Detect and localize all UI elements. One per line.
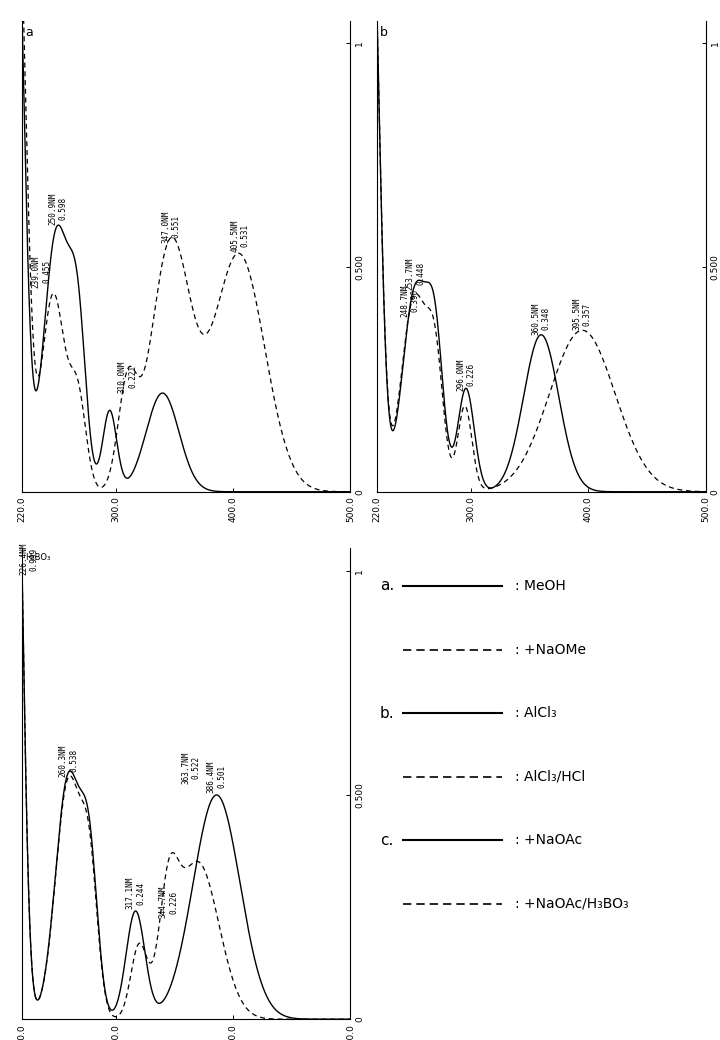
Text: : +NaOAc: : +NaOAc bbox=[515, 833, 582, 848]
Text: 363.7NM
0.522: 363.7NM 0.522 bbox=[181, 751, 200, 784]
Text: 250.9NM
0.598: 250.9NM 0.598 bbox=[48, 192, 68, 225]
Text: 310.0NM
0.221: 310.0NM 0.221 bbox=[117, 361, 137, 393]
Text: a.: a. bbox=[380, 578, 395, 594]
Text: : +NaOMe: : +NaOMe bbox=[515, 643, 586, 656]
Text: c.: c. bbox=[380, 833, 393, 848]
Text: : MeOH: : MeOH bbox=[515, 579, 566, 593]
Text: 347.0NM
0.551: 347.0NM 0.551 bbox=[161, 210, 181, 242]
Text: 226.4NM
0.999: 226.4NM 0.999 bbox=[19, 543, 38, 575]
Text: 317.1NM
0.244: 317.1NM 0.244 bbox=[126, 877, 145, 909]
Text: H₃BO₃: H₃BO₃ bbox=[25, 553, 50, 562]
Text: 386.4NM
0.501: 386.4NM 0.501 bbox=[207, 760, 226, 792]
Text: : +NaOAc/H₃BO₃: : +NaOAc/H₃BO₃ bbox=[515, 896, 629, 911]
Text: 344.7NM
0.226: 344.7NM 0.226 bbox=[158, 886, 178, 918]
Text: 296.0NM
0.226: 296.0NM 0.226 bbox=[456, 359, 476, 391]
Text: b: b bbox=[380, 26, 388, 38]
Text: 360.5NM
0.348: 360.5NM 0.348 bbox=[531, 303, 551, 335]
Text: 395.5NM
0.357: 395.5NM 0.357 bbox=[572, 297, 592, 331]
Text: : AlCl₃: : AlCl₃ bbox=[515, 706, 557, 720]
Text: 253.7NM
0.448: 253.7NM 0.448 bbox=[406, 258, 426, 290]
Text: b.: b. bbox=[380, 705, 395, 721]
Text: 260.3NM
0.538: 260.3NM 0.538 bbox=[59, 745, 78, 777]
Text: 405.5NM
0.531: 405.5NM 0.531 bbox=[230, 219, 250, 252]
Text: 248.7NM
0.390: 248.7NM 0.390 bbox=[400, 285, 419, 317]
Text: : AlCl₃/HCl: : AlCl₃/HCl bbox=[515, 770, 585, 784]
Text: a: a bbox=[25, 26, 32, 38]
Text: 239.0NM
0.455: 239.0NM 0.455 bbox=[32, 255, 51, 288]
